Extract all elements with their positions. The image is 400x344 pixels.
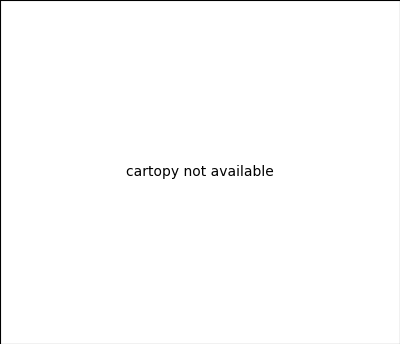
- Text: cartopy not available: cartopy not available: [126, 165, 274, 179]
